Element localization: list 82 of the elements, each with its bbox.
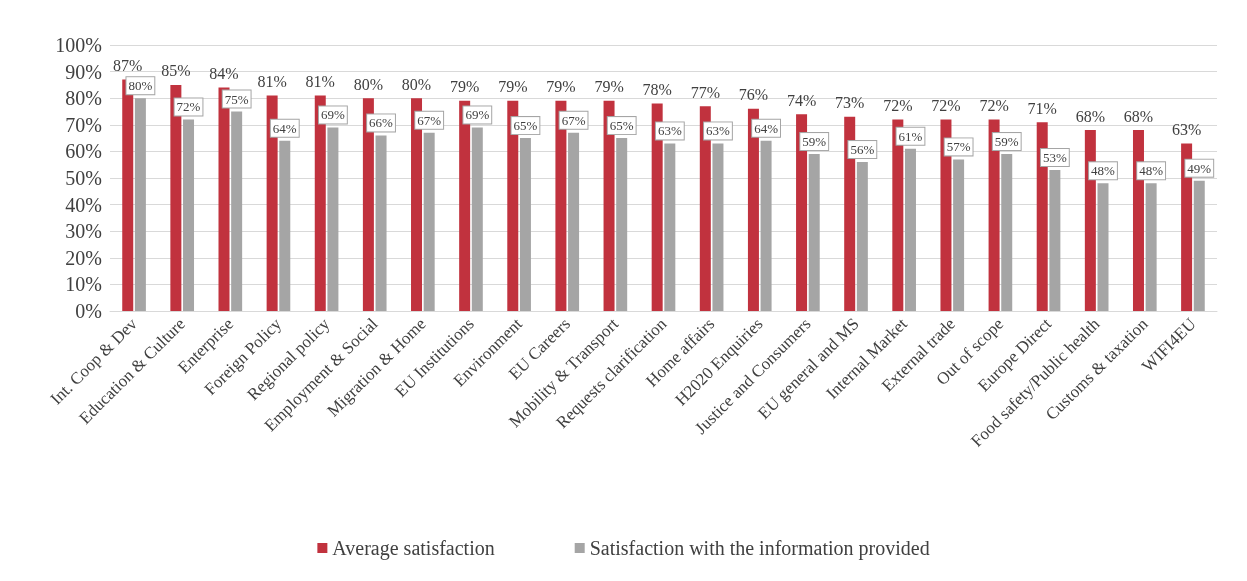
data-label: 72% [931,96,961,114]
data-label: 81% [305,73,335,91]
bar [375,135,387,311]
y-tick-label: 50% [65,167,102,189]
data-label: 57% [946,139,971,155]
data-label: 53% [1042,150,1067,166]
data-label: 63% [1171,120,1202,138]
data-label: 48% [1139,163,1164,179]
bar [1097,183,1109,311]
data-label: 72% [176,99,201,115]
data-label: 56% [850,142,875,158]
bar [519,138,531,311]
bar [760,140,772,311]
bar [1145,183,1157,311]
data-label: 80% [128,78,153,94]
data-label: 72% [883,96,913,114]
data-label: 59% [802,134,827,150]
data-label: 87% [113,57,143,75]
data-label: 79% [546,78,576,96]
data-label: 66% [369,115,394,131]
data-label: 85% [161,62,191,80]
bar [1001,154,1013,311]
data-label: 64% [754,120,779,136]
data-label: 69% [465,107,490,123]
bar [904,148,916,311]
y-tick-label: 0% [75,300,102,322]
y-tick-label: 80% [65,87,102,110]
bar [231,111,243,311]
y-tick-label: 40% [65,193,102,216]
bar [953,159,965,311]
data-label: 65% [609,118,634,134]
bar [1193,180,1205,311]
bar [1049,170,1061,311]
data-label: 74% [786,91,817,109]
bar [471,127,483,311]
data-label: 81% [257,73,287,91]
data-label: 75% [224,91,249,107]
data-label: 61% [898,128,923,144]
data-label: 76% [738,86,769,104]
data-label: 72% [979,96,1009,114]
bar [423,132,435,311]
data-label: 59% [994,134,1019,150]
data-label: 65% [513,118,538,134]
data-label: 49% [1187,160,1212,176]
y-tick-label: 100% [55,34,102,56]
data-label: 79% [498,78,528,96]
y-tick-label: 20% [65,246,102,269]
bar [134,98,146,311]
data-label: 79% [594,78,624,96]
data-label: 64% [272,120,297,136]
bar [856,162,868,311]
bar [279,140,291,311]
data-label: 63% [657,123,682,139]
legend-label: Average satisfaction [332,537,495,560]
legend-label: Satisfaction with the information provided [589,537,930,560]
data-label: 84% [209,65,239,83]
data-label: 71% [1027,99,1057,117]
y-tick-label: 60% [65,140,102,163]
y-tick-label: 10% [65,273,102,296]
y-tick-label: 70% [65,113,102,136]
data-label: 80% [353,75,384,93]
bar [568,132,580,311]
data-label: 73% [835,94,865,112]
bar [712,143,724,311]
data-label: 78% [642,81,672,99]
bar [183,119,195,311]
data-label: 77% [690,83,720,101]
data-label: 80% [401,75,432,93]
bar [616,138,628,311]
data-label: 48% [1091,163,1116,179]
data-label: 79% [449,78,480,96]
bar [808,154,820,311]
bar [327,127,339,311]
data-label: 68% [1075,107,1106,125]
y-tick-label: 30% [65,220,102,243]
data-label: 67% [417,112,442,128]
data-label: 68% [1123,107,1154,125]
data-label: 63% [706,123,731,139]
y-tick-label: 90% [65,60,102,83]
data-label: 67% [561,112,586,128]
bar [664,143,676,311]
data-label: 69% [320,107,345,123]
